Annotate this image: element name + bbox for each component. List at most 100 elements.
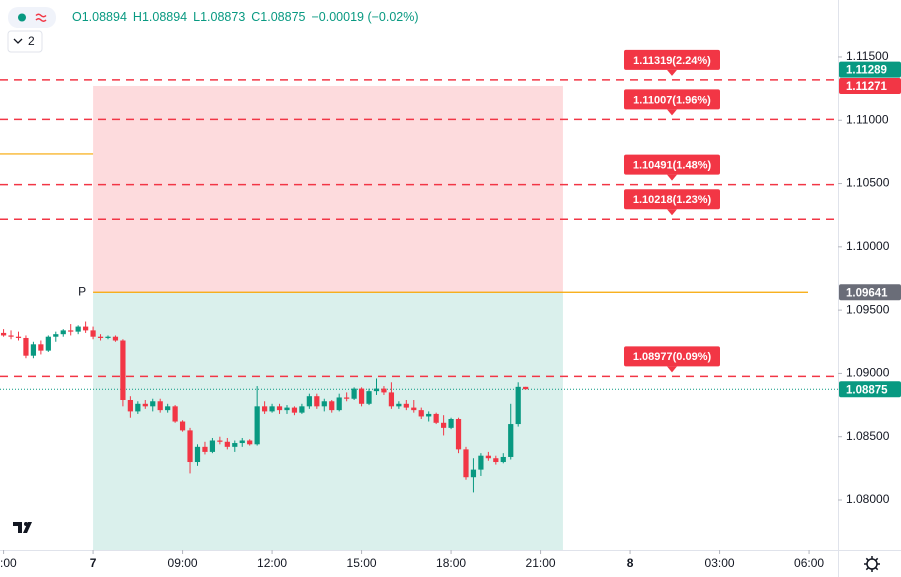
candle-body (396, 403, 402, 407)
candle-body (30, 344, 37, 356)
candle-body (515, 386, 521, 425)
candle-body (83, 326, 89, 331)
candle-body (97, 336, 104, 338)
candle-body (247, 440, 253, 445)
chevron-icon (13, 38, 23, 44)
candle-body (470, 469, 477, 478)
candle-body (105, 336, 111, 338)
level-label-box (624, 189, 720, 210)
candle-body (426, 413, 432, 417)
x-tick-label: 09:00 (168, 556, 198, 570)
candle-body (329, 401, 335, 411)
candle-body (262, 406, 268, 412)
x-tick-label: 06:00 (794, 556, 824, 570)
x-tick-label: 21:00 (526, 556, 556, 570)
level-label-pointer (667, 69, 677, 76)
ohlc-value: H1.08894 (133, 10, 187, 24)
candle-body (493, 458, 499, 463)
candle-body (418, 410, 424, 417)
price-badge (839, 77, 901, 94)
status-pill[interactable] (8, 7, 56, 28)
candle-body (321, 401, 327, 407)
y-tick-label: 1.09500 (846, 302, 890, 316)
price-badge-label: 1.11271 (846, 81, 888, 93)
candle-body (38, 344, 44, 351)
candle-body (306, 396, 312, 407)
candle-body (441, 422, 447, 428)
candle-body (8, 335, 14, 337)
level-label-box (624, 89, 720, 110)
level-label: 1.08977(0.09%) (633, 351, 712, 363)
ohlc-value: −0.00019 (−0.02%) (312, 10, 419, 24)
candle-body (112, 336, 119, 341)
candle-body (179, 421, 186, 431)
candle-body (276, 406, 283, 411)
status-icon (35, 13, 47, 22)
price-badge (839, 381, 901, 398)
ohlc-header: O1.08894 H1.08894 L1.08873 C1.08875 −0.00019… (72, 10, 419, 24)
x-tick-label: 18:00 (436, 556, 466, 570)
x-tick-label: 15:00 (347, 556, 377, 570)
candle-body (433, 413, 439, 423)
candle-body (351, 388, 357, 399)
candle-body (150, 401, 156, 407)
candle-body (217, 440, 223, 442)
candle-body (291, 407, 298, 413)
y-tick-label: 1.11500 (846, 49, 889, 63)
candle-body (500, 456, 506, 463)
candle-body (336, 397, 342, 411)
level-label-box (624, 49, 720, 70)
price-badge-label: 1.09641 (846, 287, 888, 299)
indicators-toggle[interactable]: 2 (7, 30, 43, 53)
y-tick-label: 1.10500 (846, 176, 890, 190)
status-widget[interactable] (8, 7, 56, 28)
candle-body (448, 418, 454, 428)
candle-body (90, 330, 96, 337)
candle-body (120, 340, 126, 400)
logo-dot (24, 522, 28, 526)
x-tick-label: :00 (0, 556, 17, 570)
candle-body (68, 330, 74, 332)
logo-bg (9, 513, 39, 543)
y-tick-label: 1.09000 (846, 366, 890, 380)
candle-body (381, 388, 387, 393)
x-tick-label: 8 (627, 556, 634, 570)
candle-body (202, 446, 208, 452)
plot-layer (0, 79, 838, 493)
candle-body (366, 391, 372, 404)
candle-body (194, 446, 201, 463)
level-label: 1.11319(2.24%) (633, 55, 711, 67)
candle-body (142, 403, 148, 407)
status-dot (18, 13, 26, 22)
settings-button[interactable] (864, 556, 880, 572)
candle-body (239, 440, 245, 444)
candle-body (411, 407, 417, 411)
candle-body (224, 441, 230, 447)
indicators-button[interactable] (7, 30, 43, 53)
candle-body (373, 388, 380, 392)
gear-teeth (864, 556, 880, 572)
price-badge-label: 1.11289 (846, 65, 887, 77)
level-label-pointer (667, 366, 677, 373)
candle-body (485, 455, 491, 459)
candle-body (187, 430, 193, 463)
x-tick-label: 7 (90, 556, 97, 570)
level-label-pointer (667, 209, 677, 216)
candle-body (299, 406, 305, 413)
candle-body (45, 336, 51, 351)
candle-body (463, 449, 469, 478)
price-badge-label: 1.08875 (846, 384, 888, 396)
candle-body (0, 332, 7, 336)
candle-body (60, 330, 66, 335)
position-label: P (78, 284, 86, 298)
candle-body (455, 418, 462, 450)
target-zone (93, 292, 563, 550)
y-tick-label: 1.08500 (846, 429, 890, 443)
candle-body (23, 337, 29, 356)
stop-zone (93, 85, 563, 293)
candle-body (157, 401, 163, 411)
candle-body (478, 455, 484, 470)
